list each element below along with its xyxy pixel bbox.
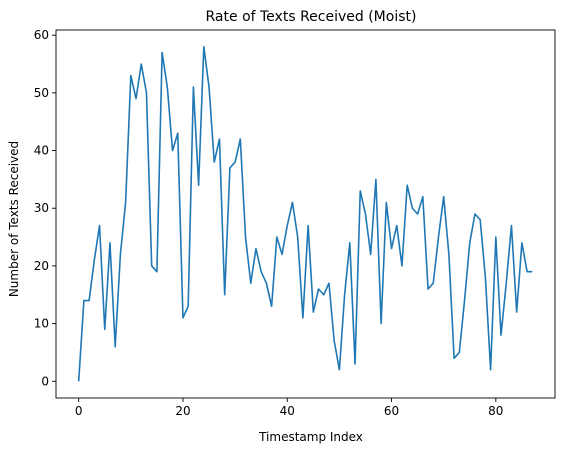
series-line-0 bbox=[77, 45, 533, 382]
x-tick-label: 60 bbox=[384, 404, 399, 418]
plot-frame bbox=[55, 29, 556, 399]
y-axis: 0 10 20 30 40 50 60 bbox=[34, 28, 56, 388]
x-tick-label: 0 bbox=[75, 404, 83, 418]
y-tick-label: 50 bbox=[34, 86, 49, 100]
y-tick-label: 40 bbox=[34, 144, 49, 158]
y-tick-label: 0 bbox=[41, 374, 49, 388]
y-tick-label: 60 bbox=[34, 28, 49, 42]
x-tick-label: 80 bbox=[488, 404, 503, 418]
chart-title: Rate of Texts Received (Moist) bbox=[206, 9, 417, 25]
y-tick-label: 10 bbox=[34, 317, 49, 331]
y-tick-label: 30 bbox=[34, 201, 49, 215]
plot-area bbox=[55, 29, 556, 399]
y-tick-label: 20 bbox=[34, 259, 49, 273]
x-tick-label: 40 bbox=[280, 404, 295, 418]
x-tick-label: 20 bbox=[175, 404, 190, 418]
x-axis-label: Timestamp Index bbox=[258, 430, 363, 444]
x-axis: 0 20 40 60 80 bbox=[75, 398, 503, 418]
y-axis-label: Number of Texts Received bbox=[7, 141, 21, 297]
